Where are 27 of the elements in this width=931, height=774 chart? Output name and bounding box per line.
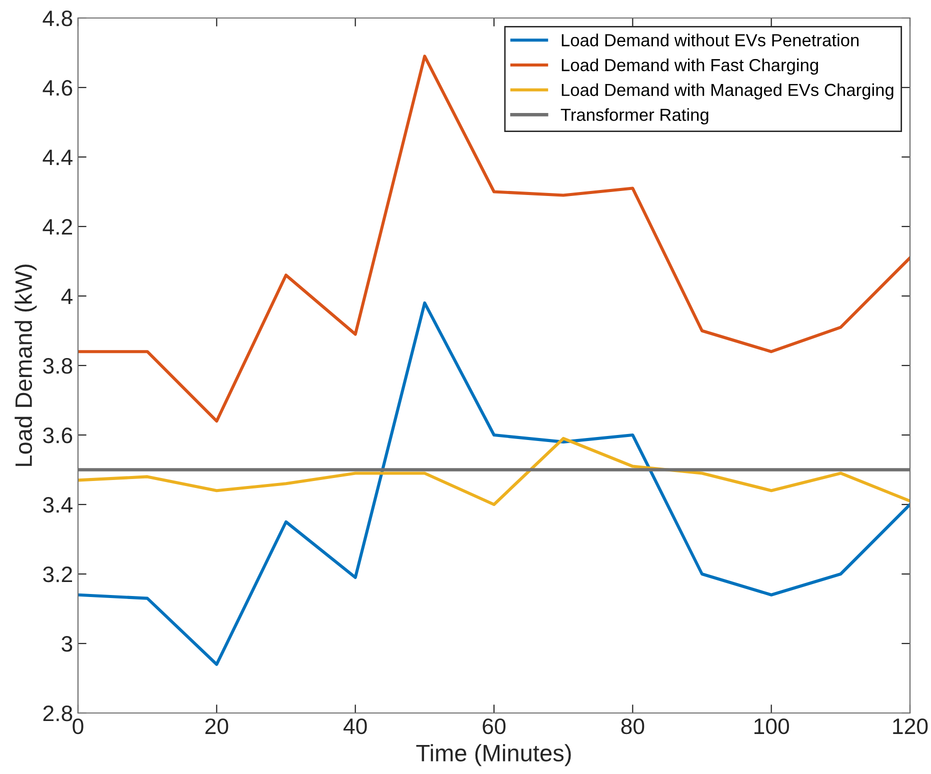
y-tick-label: 4.2: [42, 219, 72, 235]
x-tick-label: 40: [343, 718, 367, 734]
y-tick-label: 3.8: [43, 358, 72, 374]
x-tick-label: 80: [621, 718, 644, 734]
legend-label: Load Demand with Fast Charging: [562, 58, 818, 75]
y-axis-title: Load Demand (kW): [14, 264, 37, 466]
legend-label: Load Demand with Managed EVs Charging: [562, 83, 894, 100]
x-tick-label: 100: [754, 718, 790, 734]
line-series: [78, 436, 910, 506]
y-tick-label: 3.2: [43, 566, 72, 582]
y-tick-label: 3.6: [43, 428, 72, 444]
x-tick-label: 0: [72, 718, 84, 734]
x-tick-label: 60: [482, 718, 506, 734]
x-axis-title: Time (Minutes): [416, 744, 571, 766]
line-series: [78, 301, 910, 666]
y-tick-label: 4.6: [42, 80, 72, 96]
y-tick-label: 4.4: [42, 150, 72, 166]
x-tick-label: 20: [205, 718, 228, 734]
y-tick-label: 4.8: [42, 10, 72, 26]
y-tick-label: 3.4: [43, 497, 72, 513]
y-tick-label: 4: [61, 288, 72, 304]
y-tick-label: 3: [62, 636, 72, 652]
legend-label: Transformer Rating: [560, 108, 708, 124]
legend-label: Load Demand without EVs Penetration: [562, 34, 859, 46]
x-tick-label: 120: [893, 718, 928, 734]
line-series: [78, 54, 910, 423]
y-tick-label: 2.8: [43, 706, 72, 722]
